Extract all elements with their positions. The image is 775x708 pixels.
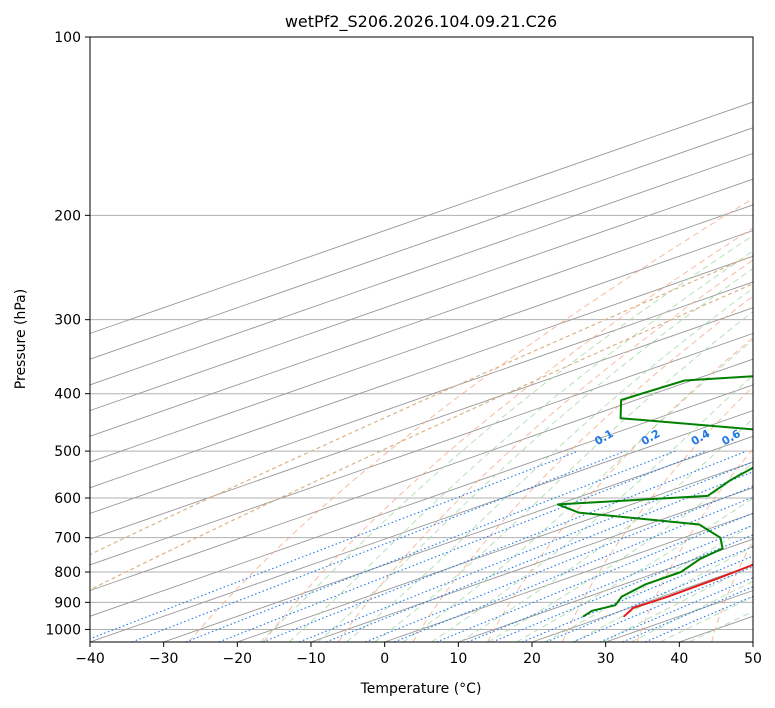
isotherm-line [237, 461, 753, 642]
x-tick-label: 30 [597, 651, 615, 667]
isotherm-line [90, 178, 753, 412]
wind-chill-curve [90, 283, 753, 591]
isotherm-line [90, 358, 753, 592]
y-tick-label: 600 [54, 491, 81, 507]
dry-adiabat [337, 259, 753, 642]
mixing-ratio-line [622, 586, 753, 642]
moist-adiabat [431, 374, 753, 642]
dewpoint-line [557, 375, 753, 618]
isotherm-line [90, 152, 753, 386]
isotherm-line [90, 255, 753, 489]
x-tick-label: 0 [380, 651, 389, 667]
plot-frame [89, 36, 754, 643]
mixing-ratio-line [218, 450, 707, 642]
moist-adiabat [659, 596, 753, 642]
dry-adiabat [487, 336, 753, 642]
moist-adiabat [459, 418, 753, 642]
chart-title: wetPf2_S206.2026.104.09.21.C26 [285, 12, 557, 32]
reference-lines-layer [90, 197, 753, 642]
moist-adiabat [602, 564, 753, 642]
moist-adiabat [288, 250, 753, 642]
mixing-ratio-line [521, 545, 753, 642]
dry-adiabat [711, 539, 753, 642]
mixing-ratio-line [572, 566, 753, 642]
isotherm-line [90, 230, 753, 463]
x-tick-label: −40 [75, 651, 105, 667]
isotherm-line [90, 204, 753, 437]
dry-adiabat [263, 227, 753, 642]
series-layer [557, 375, 753, 618]
mixing-ratio-line [185, 450, 676, 642]
dry-adiabat [561, 386, 753, 642]
isotherm-line [90, 410, 753, 642]
mixing-ratio-line [131, 450, 626, 642]
x-tick-label: 50 [744, 651, 762, 667]
axes-layer: −40 −30 −20 −10 0 10 20 30 40 50 100 200 300 400 500 60… [45, 30, 762, 667]
y-tick-label: 700 [54, 531, 81, 547]
moist-adiabat [345, 287, 753, 642]
x-tick-label: −30 [149, 651, 179, 667]
dry-adiabat [412, 295, 753, 642]
isotherm-line [90, 307, 753, 540]
x-tick-label: −10 [296, 651, 326, 667]
isotherm-line [90, 332, 753, 566]
isotherm-line [458, 538, 753, 642]
y-tick-label: 300 [54, 313, 81, 329]
isotherm-line [90, 127, 753, 360]
moist-adiabat [259, 235, 753, 642]
mixing-ratio-line [492, 534, 753, 642]
isotherm-line [90, 384, 753, 617]
y-tick-label: 1000 [45, 622, 81, 638]
moist-adiabat [374, 310, 753, 642]
moist-adiabat [317, 267, 753, 642]
x-tick-label: 40 [670, 651, 688, 667]
x-tick-label: −20 [223, 651, 253, 667]
isotherm-line [384, 512, 753, 642]
mixing-ratio-line [262, 450, 747, 642]
y-axis-title: Pressure (hPa) [13, 289, 29, 389]
dry-adiabat [188, 197, 753, 642]
mixing-ratio-line [599, 576, 753, 642]
mixing-ratio-line [546, 555, 753, 642]
mixing-ratio-line [393, 496, 753, 642]
isotherm-line [163, 435, 753, 642]
isotherm-line [310, 487, 753, 642]
moist-adiabat [630, 580, 753, 642]
y-tick-label: 200 [54, 208, 81, 224]
mixing-ratio-line [365, 485, 753, 642]
y-tick-label: 100 [54, 30, 81, 46]
isotherm-line [90, 101, 753, 334]
y-tick-label: 800 [54, 565, 81, 581]
y-tick-label: 900 [54, 595, 81, 611]
y-tick-label: 400 [54, 387, 81, 403]
y-tick-label: 500 [54, 444, 81, 460]
x-axis-title: Temperature (°C) [360, 681, 482, 697]
mixing-ratio-line [90, 450, 579, 640]
isotherm-line [90, 281, 753, 514]
moist-adiabat [487, 462, 753, 642]
x-tick-label: 10 [449, 651, 467, 667]
x-tick-label: 20 [523, 651, 541, 667]
